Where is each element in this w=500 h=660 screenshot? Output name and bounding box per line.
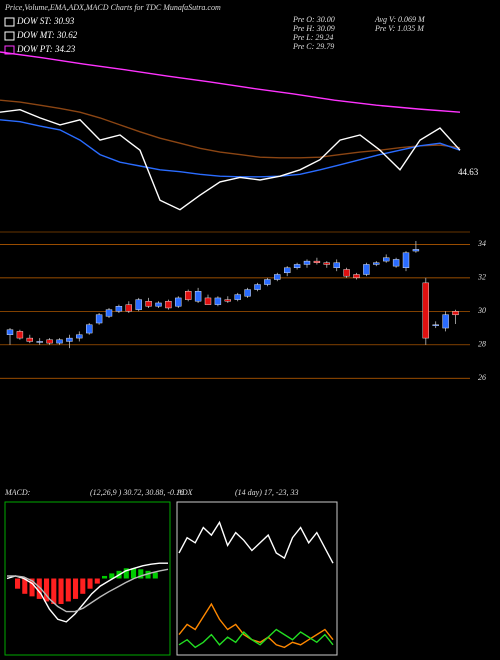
candle-body	[115, 306, 123, 312]
series-line	[7, 568, 169, 613]
candle-body	[284, 267, 291, 274]
candle-body	[214, 297, 222, 305]
candle-body	[155, 302, 162, 307]
histogram-bar	[36, 578, 42, 599]
histogram-bar	[123, 568, 129, 579]
candle-body	[392, 259, 400, 267]
panel-subtitle: (14 day) 17, -23, 33	[235, 488, 299, 497]
histogram-bar	[80, 578, 86, 594]
histogram-bar	[87, 578, 93, 589]
y-tick-label: 30	[477, 306, 486, 315]
price-annotation: 44.63	[458, 167, 479, 177]
panel-title: MACD:	[4, 488, 31, 497]
series-line	[0, 99, 461, 159]
candle-body	[432, 324, 439, 326]
info-text: Avg V: 0.069 M	[374, 15, 426, 24]
histogram-bar	[152, 572, 158, 579]
candle-body	[16, 331, 24, 339]
legend-swatch	[4, 17, 15, 27]
series-line	[178, 520, 334, 564]
info-text: Pre O: 30.00	[292, 15, 335, 24]
candle-body	[274, 274, 281, 280]
candle-body	[303, 260, 311, 265]
candle-body	[254, 284, 261, 290]
candle-body	[412, 249, 420, 252]
candle-body	[85, 324, 93, 334]
candle-body	[442, 314, 449, 329]
candle-body	[135, 299, 142, 310]
candle-body	[95, 314, 103, 324]
histogram-bar	[65, 578, 71, 602]
series-line	[178, 628, 334, 649]
candle-body	[175, 297, 182, 307]
candle-body	[145, 301, 152, 307]
y-tick-label: 32	[477, 273, 486, 282]
candle-body	[36, 341, 43, 343]
candle-body	[184, 291, 192, 300]
series-line	[0, 51, 461, 113]
y-tick-label: 26	[478, 373, 486, 382]
candle-body	[76, 334, 83, 339]
histogram-bar	[15, 578, 21, 589]
candle-body	[363, 264, 370, 275]
candle-body	[353, 274, 360, 279]
candle-body	[56, 339, 63, 344]
histogram-bar	[94, 578, 100, 584]
candle-body	[234, 294, 241, 300]
candle-body	[224, 299, 232, 302]
series-line	[6, 562, 168, 623]
candle-body	[323, 262, 330, 265]
panel-subtitle: (12,26,9 ) 30.72, 30.88, -0.16	[90, 488, 184, 497]
histogram-bar	[22, 578, 28, 594]
panel-title: ADX	[176, 488, 194, 497]
histogram-bar	[138, 569, 144, 579]
histogram-bar	[58, 578, 64, 604]
histogram-bar	[44, 578, 50, 602]
info-text: Pre V: 1.035 M	[374, 24, 425, 33]
candle-body	[6, 329, 14, 335]
candle-body	[452, 311, 459, 316]
candle-body	[402, 252, 410, 269]
candle-body	[194, 291, 202, 302]
series-line	[0, 108, 461, 211]
candle-body	[165, 301, 172, 309]
candle-body	[333, 262, 340, 269]
histogram-bar	[131, 568, 137, 579]
candle-body	[293, 264, 301, 269]
candle-body	[66, 337, 73, 342]
histogram-bar	[102, 575, 108, 579]
histogram-bar	[29, 578, 35, 597]
histogram-bar	[145, 570, 151, 579]
y-tick-label: 34	[477, 239, 486, 248]
candle-body	[244, 289, 251, 297]
page-title: Price,Volume,EMA,ADX,MACD Charts for TDC…	[4, 3, 221, 12]
candle-body	[204, 297, 212, 305]
legend-label: DOW ST: 30.93	[16, 16, 75, 26]
candle-body	[264, 279, 271, 285]
candle-body	[422, 282, 429, 339]
candle-body	[105, 309, 113, 317]
histogram-bar	[109, 573, 115, 579]
legend-swatch	[4, 31, 15, 41]
candle-body	[26, 337, 33, 342]
histogram-bar	[51, 578, 57, 604]
candle-body	[343, 269, 350, 277]
candle-body	[313, 260, 321, 263]
legend-label: DOW MT: 30.62	[16, 30, 78, 40]
panel-border	[176, 501, 338, 656]
candle-body	[125, 304, 133, 312]
candle-body	[373, 262, 380, 265]
histogram-bar	[73, 578, 79, 599]
panel-border	[4, 501, 171, 656]
legend-label: DOW PT: 34.23	[16, 44, 76, 54]
info-text: Pre H: 30.09	[292, 24, 335, 33]
series-line	[178, 602, 334, 649]
info-text: Pre L: 29.24	[292, 33, 333, 42]
candle-body	[46, 339, 53, 344]
info-text: Pre C: 29.79	[292, 42, 334, 51]
y-tick-label: 28	[478, 340, 486, 349]
candle-body	[383, 257, 390, 262]
